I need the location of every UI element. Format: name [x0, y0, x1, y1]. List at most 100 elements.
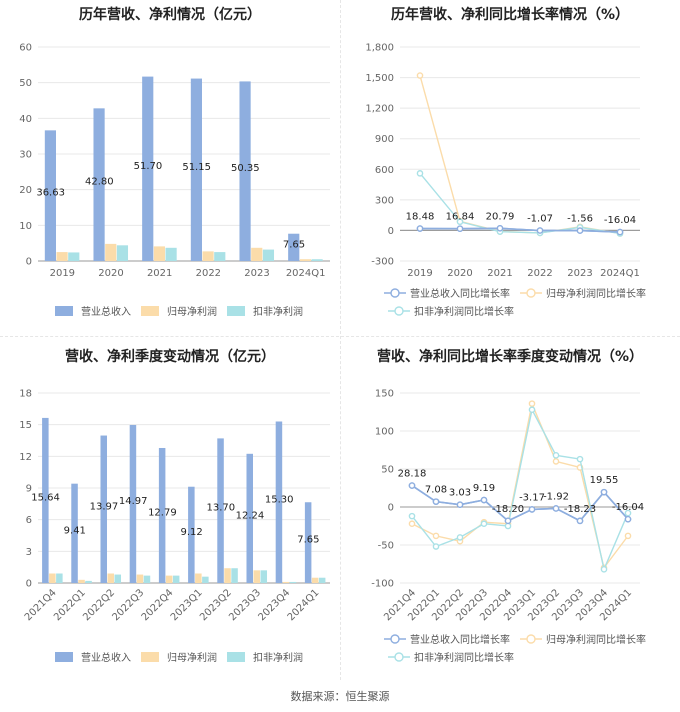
bar-value-label: 12.79 [148, 507, 177, 518]
bar-revenue [100, 435, 107, 583]
bar-net-profit [105, 243, 117, 261]
bar-value-label: 7.65 [283, 239, 305, 250]
y-tick-label: -300 [371, 257, 394, 268]
y-tick-label: 40 [19, 114, 32, 125]
bar-revenue [246, 453, 253, 583]
legend-label: 归母净利润同比增长率 [546, 633, 646, 646]
annual-growth-svg: -300 0 300 600 900 1,200 1,500 1,800 2019 2020 202… [365, 43, 646, 319]
y-tick-label: 10 [19, 221, 32, 232]
revenue-line [411, 484, 629, 522]
point-value-label: 7.08 [425, 485, 447, 496]
y-tick-label: 900 [375, 134, 394, 145]
bar-value-label: 15.30 [265, 494, 294, 505]
bar-net-profit [153, 246, 166, 261]
legend-swatch [227, 306, 245, 316]
point-value-label: -16.04 [612, 502, 644, 513]
revenue-point [552, 505, 560, 512]
legend-label: 扣非净利润 [253, 651, 303, 664]
quarterly-growth-svg: -100-500501001502021Q42022Q12022Q22022Q3… [371, 389, 646, 665]
revenue-point [616, 228, 624, 236]
bar-revenue [158, 447, 166, 583]
series-point [504, 522, 512, 530]
bar-net-profit [251, 247, 263, 261]
legend-label: 扣非净利润同比增长率 [414, 305, 514, 318]
bar-net-profit [107, 573, 115, 583]
chart-title: 历年营收、净利同比增长率情况（%） [390, 7, 630, 23]
bar-net-profit [299, 259, 312, 261]
revenue-point [504, 517, 512, 525]
y-tick-label: 300 [375, 195, 394, 206]
y-tick-label: 3 [26, 547, 32, 558]
quarterly-amount-chart: 营收、净利季度变动情况（亿元） 0 3 6 9 12 15 18 2021Q4 2022Q1 20… [0, 336, 340, 680]
point-value-label: 3.03 [449, 488, 471, 499]
quarterly-growth-chart: 营收、净利同比增长率季度变动情况（%） -100 -50 0 50 100 150 2021… [340, 336, 680, 680]
series-point [432, 543, 440, 550]
legend-swatch [55, 652, 73, 662]
y-tick-label: 6 [26, 515, 32, 526]
bar-deducted-profit [116, 245, 129, 261]
legend-swatch [227, 652, 245, 662]
y-tick-label: 50 [19, 78, 32, 89]
y-tick-label: 100 [375, 427, 394, 438]
legend-swatch [55, 306, 73, 316]
chart-title: 营收、净利季度变动情况（亿元） [65, 349, 275, 365]
legend-swatch-point [394, 652, 404, 662]
legend-label: 归母净利润 [167, 305, 217, 318]
x-tick-label: 2023 [567, 268, 592, 279]
series-point [408, 512, 416, 520]
bar-net-profit [78, 579, 85, 583]
point-value-label: 16.84 [446, 212, 475, 223]
series-point [408, 520, 416, 528]
series-point [552, 452, 560, 459]
y-tick-label: 0 [26, 257, 32, 268]
x-tick-label: 2021 [487, 268, 512, 279]
revenue-point [456, 225, 464, 233]
quarterly-amount-svg: 03691215182021Q42022Q12022Q22022Q32022Q4… [19, 389, 330, 664]
legend-label: 归母净利润同比增长率 [546, 287, 646, 300]
y-tick-label: 30 [19, 150, 32, 161]
annual-amount-chart: 历年营收、净利情况（亿元） 0 10 20 30 40 50 60 2019 2020 2021 2… [0, 0, 340, 336]
point-value-label: 28.18 [398, 469, 427, 480]
x-tick-label: 2020 [447, 268, 472, 279]
series-line-2 [411, 407, 629, 572]
revenue-point [536, 227, 544, 234]
legend-label: 营业总收入同比增长率 [410, 287, 510, 300]
series-point [576, 455, 584, 463]
panel-divider-horizontal [0, 336, 680, 337]
series-point [456, 218, 464, 226]
series-point [624, 509, 632, 517]
point-value-label: 19.55 [590, 475, 619, 486]
bar-net-profit [195, 573, 202, 583]
point-value-label: -1.07 [527, 214, 553, 225]
x-tick-label: 2022 [196, 268, 221, 279]
point-value-label: -3.17 [519, 492, 545, 503]
bar-revenue [275, 421, 283, 583]
y-tick-label: -100 [371, 579, 394, 590]
y-tick-label: 0 [388, 503, 394, 514]
revenue-point [600, 488, 608, 496]
revenue-point [576, 517, 584, 525]
y-tick-label: 1,200 [365, 104, 394, 115]
bar-revenue [129, 424, 137, 583]
revenue-point [496, 225, 504, 232]
bar-deducted-profit [56, 573, 63, 583]
bar-value-label: 13.97 [90, 501, 119, 512]
revenue-point [408, 482, 416, 489]
bar-deducted-profit [260, 570, 268, 583]
bar-revenue [44, 130, 56, 261]
legend-swatch [141, 652, 159, 662]
point-value-label: -1.92 [543, 491, 569, 502]
point-value-label: -18.20 [492, 504, 524, 515]
bar-value-label: 51.70 [134, 161, 163, 172]
bar-deducted-profit [172, 575, 180, 583]
bar-deducted-profit [231, 568, 238, 583]
y-tick-label: 20 [19, 185, 32, 196]
point-value-label: -16.04 [604, 215, 636, 226]
bar-net-profit [56, 252, 68, 261]
x-tick-label: 2024Q1 [286, 587, 322, 623]
chart-title: 历年营收、净利情况（亿元） [79, 7, 261, 23]
bar-value-label: 12.24 [236, 510, 265, 521]
y-tick-label: 1,800 [365, 43, 394, 54]
y-tick-label: -50 [378, 541, 394, 552]
y-tick-label: 600 [375, 165, 394, 176]
